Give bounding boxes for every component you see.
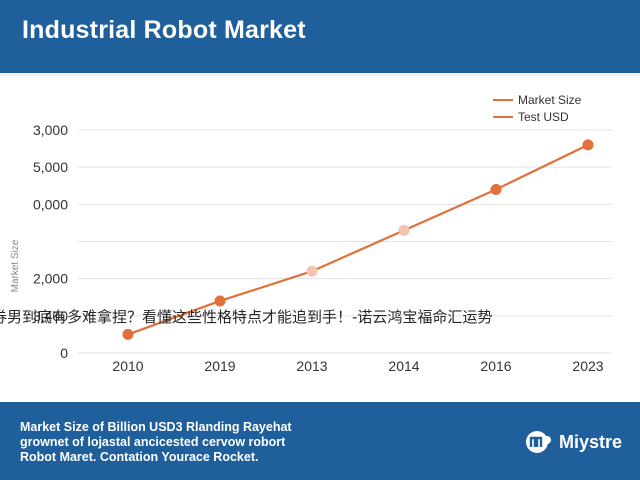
data-point (582, 139, 594, 151)
y-tick-label: 0,000 (33, 196, 68, 212)
x-tick-label: 2023 (572, 358, 603, 374)
y-tick-label: 0 (60, 345, 68, 361)
footer-banner: Market Size of Billion USD3 Rlanding Ray… (0, 402, 640, 480)
data-point (398, 224, 410, 236)
data-point (306, 265, 318, 277)
brand-logo[interactable]: Miystre (525, 430, 622, 454)
data-point (214, 295, 226, 307)
chart-area: 0 3,400 2,000 0,000 5,000 3,000 2010 2019 2013 2… (0, 76, 640, 402)
footer-description: Market Size of Billion USD3 Rlanding Ray… (20, 420, 440, 465)
point-layer (122, 139, 594, 340)
brand-icon (525, 431, 551, 453)
x-tick-label: 2010 (112, 358, 143, 374)
brand-name: Miystre (558, 431, 622, 452)
x-tick-label: 2013 (296, 358, 327, 374)
x-tick-label: 2019 (204, 358, 235, 374)
y-tick-label: 2,000 (33, 271, 68, 287)
grid-layer (78, 129, 612, 354)
legend: Market Size Test USD (493, 93, 582, 124)
header-banner: Industrial Robot Market (0, 0, 640, 76)
data-point (490, 183, 502, 195)
series-line-layer (127, 143, 589, 336)
y-tick-label: 5,000 (33, 159, 68, 175)
y-tick-layer: 0 3,400 2,000 0,000 5,000 3,000 (33, 122, 68, 361)
series-line (127, 143, 589, 336)
legend-entry: Market Size (518, 93, 582, 107)
y-axis-label: Market Size (10, 239, 21, 292)
footer-line: grownet of lojastal ancicested cervow ro… (20, 435, 286, 449)
data-point (122, 328, 134, 340)
overlay-caption-label: 券男到底有多难拿捏？看懂这些性格特点才能追到手！-诺云鸿宝福命汇运势 (0, 308, 493, 326)
x-tick-label: 2016 (480, 358, 511, 374)
legend-entry: Test USD (518, 110, 569, 124)
overlay-caption-text: 券男到底有多难拿捏？看懂这些性格特点才能追到手！-诺云鸿宝福命汇运势 (0, 306, 640, 328)
footer-line: Market Size of Billion USD3 Rlanding Ray… (20, 420, 292, 434)
x-tick-layer: 2010 2019 2013 2014 2016 2023 (112, 358, 603, 374)
y-tick-label: 3,000 (33, 122, 68, 138)
y-tick-label: 3,400 (33, 308, 68, 324)
footer-line: Robot Maret. Contation Yourace Rocket. (20, 450, 259, 464)
x-tick-label: 2014 (388, 358, 419, 374)
page-title: Industrial Robot Market (22, 16, 306, 44)
